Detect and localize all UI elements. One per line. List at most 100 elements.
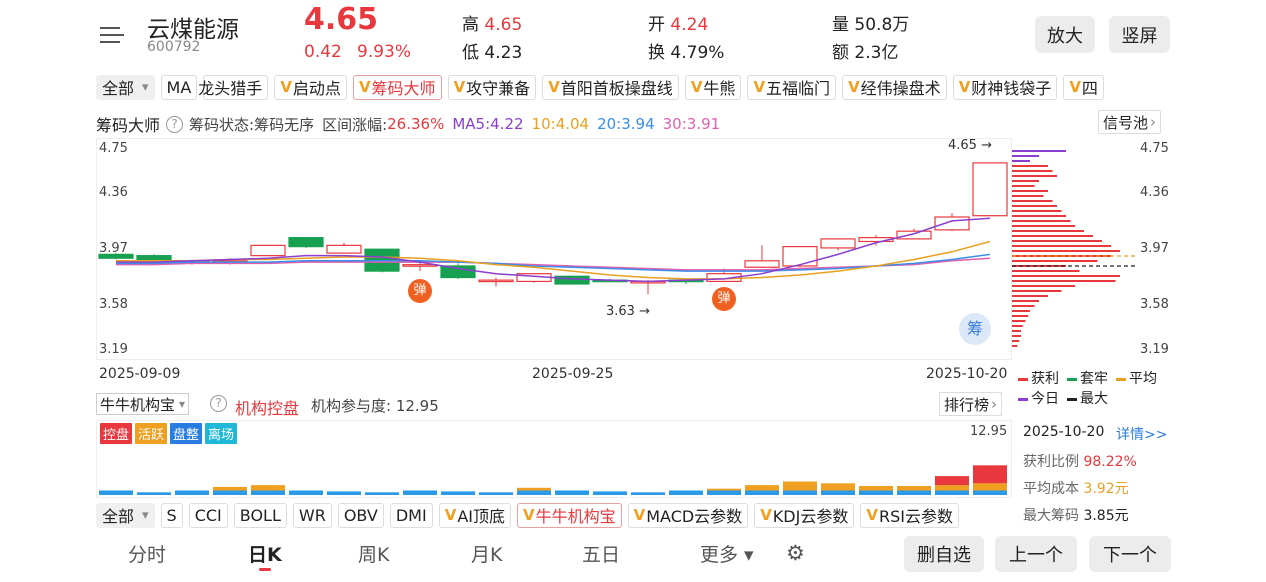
tab-5[interactable]: 更多 ▾ xyxy=(700,544,754,566)
sub-indicator-select[interactable]: 牛牛机构宝 ▾ xyxy=(96,393,190,415)
amount-stat: 额 2.3亿 xyxy=(832,38,898,63)
kline-chart[interactable] xyxy=(96,138,1012,360)
top-indicator-4[interactable]: V 攻守兼备 xyxy=(447,74,537,100)
vip-icon: V xyxy=(444,506,457,524)
top-indicator-9[interactable]: V 财神钱袋子 xyxy=(952,74,1058,100)
bottom-indicator-0[interactable]: S xyxy=(160,502,183,528)
top-indicator-2[interactable]: V 启动点 xyxy=(274,74,347,100)
bounce-marker[interactable]: 弹 xyxy=(408,279,432,303)
candle xyxy=(250,244,286,257)
bottom-indicator-1[interactable]: CCI xyxy=(188,502,228,528)
institution-bar-blue xyxy=(517,490,551,495)
portrait-button[interactable]: 竖屏 xyxy=(1109,16,1170,53)
institution-bar-blue xyxy=(251,490,285,495)
help-icon[interactable]: ? xyxy=(166,115,184,133)
bottom-indicator-10[interactable]: V RSI云参数 xyxy=(860,502,959,528)
bottom-indicator-9[interactable]: V KDJ云参数 xyxy=(754,502,855,528)
chip-bar xyxy=(1012,160,1030,162)
top-indicator-6[interactable]: V 牛熊 xyxy=(684,74,742,100)
indicator-label: 经伟操盘术 xyxy=(860,79,941,98)
ma30-value: 30:3.91 xyxy=(662,115,721,133)
indicator-label: S xyxy=(166,505,177,525)
tab-2[interactable]: 周K xyxy=(358,544,390,566)
price-tick: 3.19 xyxy=(1140,342,1169,357)
rank-button[interactable]: 排行榜 › xyxy=(939,392,1003,416)
institution-bar-red xyxy=(935,476,969,486)
indicator-label: DMI xyxy=(395,505,427,525)
chip-bar xyxy=(1012,205,1057,207)
top-indicator-0[interactable]: MA xyxy=(160,74,198,100)
high-stat: 高 4.65 xyxy=(462,10,522,35)
bottom-indicator-6[interactable]: V AI顶底 xyxy=(438,502,511,528)
indicator-label: MACD云参数 xyxy=(646,507,743,526)
signal-pool-button[interactable]: 信号池 › xyxy=(1098,110,1162,134)
institution-bar-orange xyxy=(935,485,969,491)
prev-stock-button[interactable]: 上一个 xyxy=(995,536,1077,572)
chip-bar xyxy=(1012,295,1048,297)
tag-exit: 离场 xyxy=(205,423,238,444)
chip-bar xyxy=(1012,305,1035,307)
detail-link[interactable]: 详情>> xyxy=(1116,427,1168,443)
settings-gear-icon[interactable]: ⚙ xyxy=(786,541,805,565)
stock-name: 云煤能源 xyxy=(147,17,239,43)
bottom-indicator-3[interactable]: WR xyxy=(292,502,332,528)
bottom-indicator-2[interactable]: BOLL xyxy=(233,502,287,528)
institution-bar-blue xyxy=(973,490,1007,495)
top-all-select[interactable]: 全部 xyxy=(96,74,155,100)
price-tick: 3.58 xyxy=(99,297,128,312)
main-chart-header: 筹码大师 ? 筹码状态:筹码无序 区间涨幅: 26.36% MA5:4.22 1… xyxy=(96,112,720,136)
price-tick: 3.97 xyxy=(1140,241,1169,256)
open-label: 开 xyxy=(648,15,665,35)
turnover-label: 换 xyxy=(648,43,665,63)
tab-4[interactable]: 五日 xyxy=(582,544,621,566)
low-value: 4.23 xyxy=(484,43,523,63)
menu-icon[interactable] xyxy=(100,25,124,45)
candle xyxy=(478,279,514,283)
chip-bar xyxy=(1012,325,1023,327)
tab-0[interactable]: 分时 xyxy=(128,544,167,566)
indicator-label: 五福临门 xyxy=(766,79,831,98)
bounce-marker[interactable]: 弹 xyxy=(712,287,736,311)
top-indicator-7[interactable]: V 五福临门 xyxy=(747,74,837,100)
chip-bar xyxy=(1012,190,1048,192)
next-stock-button[interactable]: 下一个 xyxy=(1089,536,1171,572)
institution-title: 机构控盘 xyxy=(235,399,300,418)
indicator-label: 龙头猎手 xyxy=(198,79,263,98)
chip-bar xyxy=(1012,165,1048,167)
top-indicator-1[interactable]: 龙头猎手 xyxy=(198,74,269,100)
ma30-line xyxy=(116,257,991,271)
institution-max: 12.95 xyxy=(970,424,1008,439)
bottom-indicator-4[interactable]: OBV xyxy=(337,502,384,528)
institution-bar-blue xyxy=(175,490,209,495)
vip-icon: V xyxy=(1069,78,1081,96)
candle xyxy=(98,253,134,259)
top-indicator-5[interactable]: V 首阳首板操盘线 xyxy=(542,74,679,100)
bottom-indicator-5[interactable]: DMI xyxy=(389,502,433,528)
institution-bar-blue xyxy=(859,490,893,495)
top-indicator-3[interactable]: V 筹码大师 xyxy=(352,74,442,100)
bottom-indicator-7[interactable]: V 牛牛机构宝 xyxy=(516,502,622,528)
delete-watchlist-button[interactable]: 删自选 xyxy=(904,536,984,572)
chevron-down-icon: ▾ xyxy=(179,397,186,411)
chip-bar xyxy=(1012,330,1021,332)
chip-bar xyxy=(1012,220,1071,222)
tab-1[interactable]: 日K xyxy=(248,544,282,566)
chip-badge[interactable]: 筹 xyxy=(959,313,991,345)
rank-label: 排行榜 xyxy=(944,395,990,414)
chip-bar xyxy=(1012,230,1084,232)
chip-bar xyxy=(1012,335,1021,337)
institution-chart[interactable] xyxy=(96,420,1012,498)
chip-bar xyxy=(1012,300,1039,302)
help-icon[interactable]: ? xyxy=(210,395,227,412)
price-change: 0.42 xyxy=(304,42,342,62)
tab-3[interactable]: 月K xyxy=(471,544,503,566)
institution-bar-blue xyxy=(441,491,475,495)
price-change-pct: 9.93% xyxy=(357,42,412,62)
bottom-indicator-8[interactable]: V MACD云参数 xyxy=(627,502,749,528)
zoom-button[interactable]: 放大 xyxy=(1035,16,1095,53)
institution-bar-blue xyxy=(365,492,399,495)
legend-profit: 获利 xyxy=(1018,368,1059,388)
top-indicator-8[interactable]: V 经伟操盘术 xyxy=(842,74,947,100)
bottom-all-select[interactable]: 全部 xyxy=(96,502,155,528)
